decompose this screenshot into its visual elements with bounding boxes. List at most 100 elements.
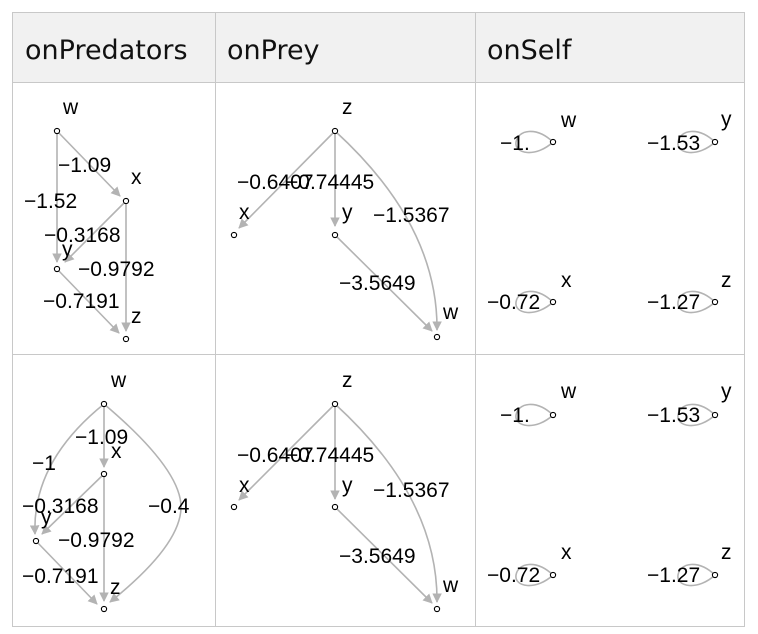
- loop-label: −1.: [500, 132, 530, 155]
- self-graph-row2: w y x z −1. −1.53 −0.72 −1.27: [487, 380, 732, 587]
- edge-z-w: [334, 403, 442, 603]
- loop-y: [677, 403, 716, 427]
- node-label-x: x: [561, 541, 572, 564]
- node-label-z: z: [131, 305, 142, 328]
- prey-graph-row2: z x y w −0.6407 −0.74445 −1.5367 −3.5649: [230, 369, 459, 613]
- node-z: [331, 400, 339, 408]
- edge-label: −1: [32, 452, 56, 475]
- edge-label: −0.7191: [43, 290, 120, 313]
- edge-label: −0.4: [148, 495, 190, 518]
- edge-label: −1.5367: [373, 479, 450, 502]
- node-label-w: w: [560, 109, 577, 132]
- edge-z-x: [238, 130, 336, 229]
- edge-y-w: [334, 234, 433, 332]
- node-w: [433, 605, 441, 613]
- node-x: [122, 197, 130, 205]
- loop-w: [515, 130, 554, 154]
- edge-label: −0.3168: [22, 495, 99, 518]
- node-x: [100, 470, 108, 478]
- node-label-y: y: [41, 506, 52, 529]
- predators-graph-row2: w x y z −1.09 −1 −0.3168 −0.4 −0.9792 −0…: [22, 369, 190, 613]
- node-label-z: z: [110, 576, 121, 599]
- node-label-w: w: [442, 301, 459, 324]
- edge-label: −0.74445: [286, 171, 374, 194]
- results-grid: onPredators onPrey onSelf: [12, 12, 745, 627]
- edge-label: −0.6407: [237, 171, 314, 194]
- edge-w-z: [103, 403, 182, 603]
- node-label-y: y: [62, 238, 73, 261]
- edge-label: −0.7191: [22, 565, 99, 588]
- node-y: [711, 411, 719, 419]
- edge-label: −1.52: [24, 190, 77, 213]
- edge-label: −0.3168: [44, 224, 121, 247]
- loop-x: [515, 290, 554, 314]
- node-z: [122, 335, 130, 343]
- header-onpredators: onPredators: [25, 35, 188, 66]
- edge-label: −0.74445: [286, 444, 374, 467]
- loop-x: [515, 563, 554, 587]
- edge-label: −1.09: [58, 154, 111, 177]
- edge-label: −3.5649: [339, 272, 416, 295]
- node-x: [549, 298, 557, 306]
- node-w: [549, 138, 557, 146]
- predators-graph-row1: w x y z −1.09 −1.52 −0.3168 −0.9792 −0.7…: [24, 96, 155, 343]
- node-label-w: w: [560, 380, 577, 403]
- loop-z: [677, 563, 716, 587]
- edge-z-w: [334, 130, 442, 331]
- node-z: [711, 298, 719, 306]
- loop-label: −0.72: [487, 564, 540, 587]
- edge-label: −0.9792: [78, 258, 155, 281]
- node-label-y: y: [721, 108, 732, 131]
- node-label-y: y: [342, 201, 353, 224]
- node-label-y: y: [342, 474, 353, 497]
- edge-x-y: [64, 200, 127, 263]
- edge-label: −3.5649: [339, 545, 416, 568]
- column-divider: [215, 13, 216, 626]
- header-onprey: onPrey: [227, 35, 320, 66]
- node-w: [53, 127, 61, 135]
- node-z: [331, 127, 339, 135]
- node-label-x: x: [561, 269, 572, 292]
- node-y: [331, 231, 339, 239]
- loop-z: [677, 290, 716, 314]
- node-y: [32, 537, 40, 545]
- loop-label: −1.: [500, 404, 530, 427]
- node-z: [100, 605, 108, 613]
- edge-label: −0.6407: [237, 444, 314, 467]
- self-graph-row1: w y x z −1. −1.53 −0.72 −1.27: [487, 108, 732, 314]
- loop-label: −1.27: [647, 564, 700, 587]
- node-w: [100, 400, 108, 408]
- node-label-z: z: [721, 541, 732, 564]
- edge-z-x: [238, 403, 336, 501]
- edge-label: −0.9792: [58, 529, 135, 552]
- node-z: [711, 571, 719, 579]
- edge-y-z: [56, 268, 120, 334]
- node-label-z: z: [721, 269, 732, 292]
- edge-w-x: [56, 130, 121, 197]
- node-label-x: x: [239, 201, 250, 224]
- header-onself: onSelf: [487, 35, 572, 66]
- edge-label: −1.09: [75, 426, 128, 449]
- header-row: onPredators onPrey onSelf: [13, 13, 744, 83]
- loop-label: −1.27: [647, 291, 700, 314]
- node-w: [549, 411, 557, 419]
- loop-label: −0.72: [487, 291, 540, 314]
- node-y: [53, 265, 61, 273]
- edge-label: −1.5367: [373, 204, 450, 227]
- loop-y: [677, 130, 716, 154]
- node-y: [711, 138, 719, 146]
- edge-y-z: [35, 540, 98, 605]
- node-label-x: x: [239, 474, 250, 497]
- node-label-w: w: [62, 96, 79, 119]
- edge-x-y: [41, 473, 105, 535]
- node-w: [433, 333, 441, 341]
- column-divider: [475, 13, 476, 626]
- node-label-z: z: [342, 369, 353, 392]
- node-label-w: w: [442, 574, 459, 597]
- edge-y-w: [334, 506, 433, 604]
- node-label-x: x: [111, 440, 122, 463]
- row-divider: [13, 354, 744, 355]
- loop-w: [515, 403, 554, 427]
- loop-label: −1.53: [647, 132, 700, 155]
